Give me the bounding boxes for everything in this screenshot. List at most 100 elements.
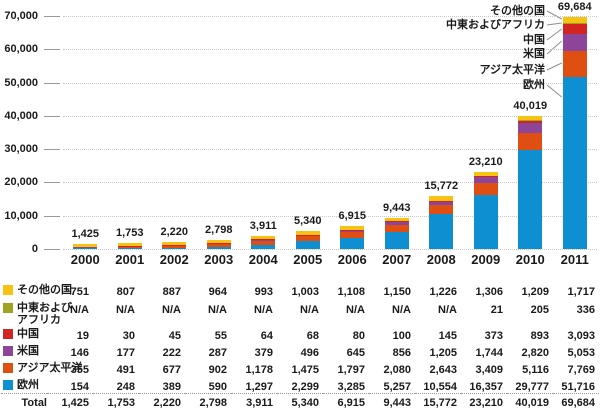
bar-segment [295,231,320,235]
y-axis-label: 20,000 [4,176,38,189]
table-cell: 145 [438,330,457,342]
total-table-cell: 2,798 [185,393,231,409]
y-axis-label: 60,000 [4,43,38,56]
legend-label-cell: 欧州 [1,378,47,393]
bar-segment [206,247,231,249]
y-axis-label: 40,000 [4,109,38,122]
table-cell: N/A [116,304,135,316]
total-table-cell: 69,684 [553,393,599,409]
table-cell: 29,777 [515,381,549,393]
gridline [63,215,597,217]
bar-segment [518,149,543,249]
gridline [63,182,597,184]
table-cell: 16,357 [469,381,503,393]
y-axis-tick [44,215,60,217]
bar-segment [429,201,454,206]
total-table-cell: 6,915 [323,393,369,409]
bar-segment [518,119,543,121]
table-cell: 1,108 [337,286,365,298]
legend-swatch [3,329,13,339]
bar-total-label: 40,019 [513,99,548,112]
total-table-cell: 1,753 [93,393,139,409]
bar-segment [340,238,365,249]
stacked-bar-chart: 0 10,000 20,000 30,000 40,000 50,000 60,000 70,… [4,1,597,267]
table-cell: 355 [70,364,89,376]
table-cell: 807 [116,286,135,298]
bar-segment [473,176,498,178]
y-axis-label: 30,000 [4,143,38,156]
bar-segment [340,225,365,230]
bar-segment [251,244,276,249]
table-cell: 590 [208,381,227,393]
total-table-cell: 15,772 [415,393,461,409]
table-cell: 5,053 [567,347,595,359]
x-axis-label: 2000 [70,252,100,267]
legend-label-cell: アジア太平洋 [1,361,83,378]
table-cell: 491 [116,364,135,376]
legend-label-cell: 中東および アフリカ [1,301,72,327]
bar-segment [251,235,276,240]
total-row-label: Total [1,393,47,409]
bar-total-label: 9,443 [382,201,411,214]
legend-label-cell: 中国 [1,327,47,344]
table-cell: 3,409 [475,364,503,376]
x-axis-label: 2002 [159,252,189,267]
table-cell: 21 [490,304,503,316]
legend-label: 米国 [17,345,39,357]
y-axis-tick [44,115,60,117]
bar-segment [429,196,454,201]
table-cell: 336 [576,304,595,316]
bar-segment [562,23,587,35]
bar-segment [206,239,231,243]
table-cell: 3,093 [567,330,595,342]
bar-segment [295,236,320,242]
legend-swatch [3,363,13,373]
x-axis-label: 2006 [337,252,367,267]
bar-segment [251,240,276,245]
bar-segment [518,132,543,150]
total-table-cell: 2,220 [139,393,185,409]
table-cell: 964 [208,286,227,298]
y-axis-tick [44,49,60,51]
bar-segment [117,248,142,249]
table-cell: 146 [70,347,89,359]
bar-segment [384,224,409,232]
bar-total-label: 2,798 [204,223,233,236]
bar-segment [562,76,587,249]
table-cell: 154 [70,381,89,393]
y-axis-tick [44,149,60,151]
x-axis-label: 2009 [471,252,501,267]
legend-label: 中東および アフリカ [17,302,72,326]
gridline [63,16,597,17]
bar-segment [73,247,98,249]
bar-segment [251,239,276,241]
bar-segment [206,243,231,245]
total-table-cell: 1,425 [47,393,93,409]
bar-segment [162,247,187,249]
bar-total-label: 15,772 [424,180,459,193]
table-cell: 64 [260,330,273,342]
table-cell: 3,285 [337,381,365,393]
bar-segment [295,234,320,237]
leader-line [546,40,563,55]
bar-segment [117,246,142,249]
table-cell: N/A [254,304,273,316]
legend-label: その他の国 [17,284,72,296]
legend-swatch [3,346,13,356]
bar-segment [73,248,98,249]
y-axis-tick [44,249,60,250]
table-cell: 677 [162,364,181,376]
bar-total-label: 2,220 [160,225,189,238]
table-cell: 80 [352,330,365,342]
bar-segment [473,171,498,177]
x-axis-label: 2011 [560,252,589,267]
bar-segment [429,205,454,214]
legend-swatch [3,303,13,313]
table-cell: 2,643 [429,364,457,376]
bar-segment [384,221,409,225]
gridline [63,82,597,84]
table-cell: 222 [162,347,181,359]
bar-segment [206,244,231,248]
table-cell: 1,226 [429,286,457,298]
